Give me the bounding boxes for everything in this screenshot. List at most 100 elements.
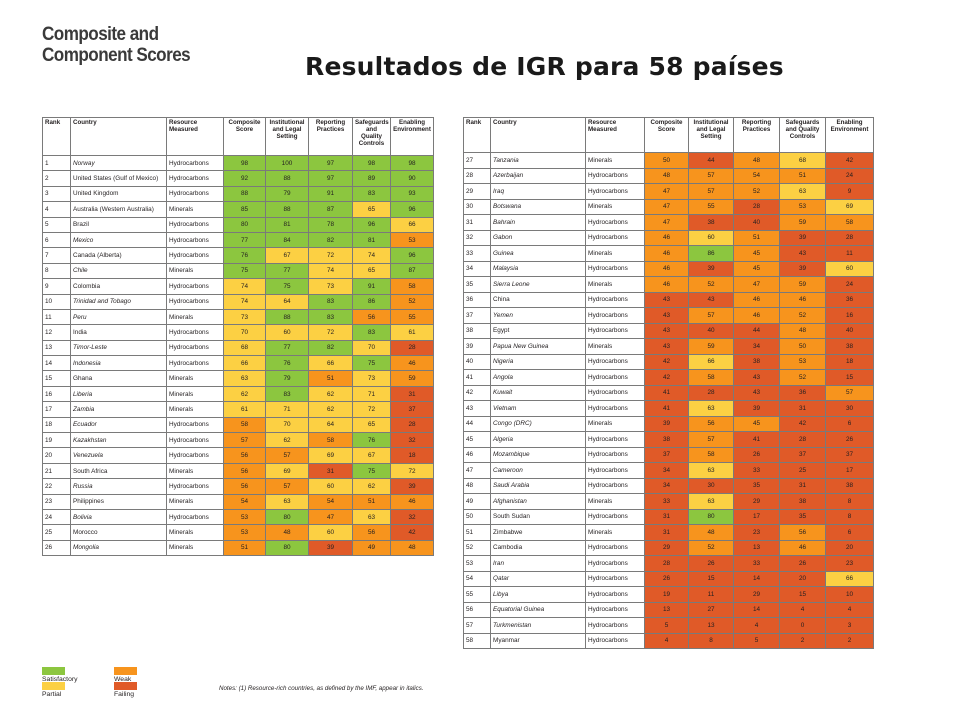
country-cell: Saudi Arabia [490, 477, 586, 494]
composite-score-cell: 5 [644, 617, 689, 634]
safeguards-controls-cell: 2 [779, 632, 826, 649]
table-row: 14 Indonesia Hydrocarbons 66 76 66 75 46 [42, 355, 434, 372]
enabling-environment-cell: 3 [825, 617, 874, 634]
institutional-legal-cell: 86 [688, 245, 734, 262]
table-row: 29 Iraq Hydrocarbons 47 57 52 63 9 [463, 183, 874, 200]
reporting-practices-cell: 47 [308, 508, 353, 526]
country-cell: Myanmar [490, 632, 586, 649]
rank-cell: 28 [463, 167, 491, 184]
country-cell: Iran [490, 555, 586, 572]
reporting-practices-cell: 73 [308, 278, 353, 295]
column-header: Enabling Environment [390, 117, 434, 156]
rank-cell: 32 [463, 229, 491, 246]
safeguards-controls-cell: 35 [779, 508, 826, 525]
legend-swatch-failing [114, 682, 137, 690]
enabling-environment-cell: 30 [825, 400, 874, 417]
table-row: 2 United States (Gulf of Mexico) Hydrocarb… [42, 170, 434, 187]
reporting-practices-cell: 91 [308, 185, 353, 203]
composite-score-cell: 74 [223, 293, 266, 310]
section-header-line-2: Component Scores [42, 45, 191, 66]
safeguards-controls-cell: 98 [352, 154, 391, 172]
composite-score-cell: 70 [223, 324, 266, 341]
reporting-practices-cell: 33 [733, 462, 780, 479]
table-row: 40 Nigeria Hydrocarbons 42 66 38 53 18 [463, 353, 874, 370]
safeguards-controls-cell: 51 [779, 167, 826, 184]
enabling-environment-cell: 57 [825, 384, 874, 401]
reporting-practices-cell: 46 [733, 307, 780, 324]
institutional-legal-cell: 77 [265, 339, 309, 357]
institutional-legal-cell: 63 [265, 493, 309, 510]
safeguards-controls-cell: 89 [352, 170, 391, 187]
resource-cell: Minerals [585, 493, 645, 510]
composite-score-cell: 58 [223, 416, 266, 434]
rank-cell: 20 [42, 447, 71, 464]
table-row: 18 Ecuador Hydrocarbons 58 70 64 65 28 [42, 416, 434, 434]
institutional-legal-cell: 58 [688, 446, 734, 463]
composite-score-cell: 26 [644, 570, 689, 587]
table-header-row: Rank Country Resource Measured Composite… [463, 117, 874, 153]
enabling-environment-cell: 8 [825, 508, 874, 525]
reporting-practices-cell: 87 [308, 201, 353, 218]
table-row: 30 Botswana Minerals 47 55 28 53 69 [463, 198, 874, 215]
reporting-practices-cell: 66 [308, 355, 353, 372]
enabling-environment-cell: 20 [825, 539, 874, 556]
safeguards-controls-cell: 68 [779, 152, 826, 169]
composite-score-cell: 48 [644, 167, 689, 184]
safeguards-controls-cell: 52 [779, 307, 826, 324]
safeguards-controls-cell: 56 [352, 308, 391, 326]
table-row: 24 Bolivia Hydrocarbons 53 80 47 63 32 [42, 508, 434, 526]
composite-score-cell: 56 [223, 447, 266, 464]
institutional-legal-cell: 57 [265, 478, 309, 495]
safeguards-controls-cell: 74 [352, 247, 391, 264]
composite-score-cell: 74 [223, 278, 266, 295]
rank-cell: 30 [463, 198, 491, 215]
table-row: 9 Colombia Hydrocarbons 74 75 73 91 58 [42, 278, 434, 295]
section-header: Composite and Component Scores [42, 24, 242, 66]
country-cell: Azerbaijan [490, 167, 586, 184]
institutional-legal-cell: 66 [688, 353, 734, 370]
resource-cell: Hydrocarbons [166, 508, 224, 526]
safeguards-controls-cell: 4 [779, 601, 826, 618]
resource-cell: Hydrocarbons [585, 353, 645, 370]
resource-cell: Hydrocarbons [585, 322, 645, 339]
rank-cell: 56 [463, 601, 491, 618]
safeguards-controls-cell: 59 [779, 276, 826, 293]
column-header: Country [70, 117, 167, 156]
rank-cell: 7 [42, 247, 71, 264]
composite-score-cell: 31 [644, 508, 689, 525]
country-cell: Botswana [490, 198, 586, 215]
resource-cell: Hydrocarbons [166, 185, 224, 203]
table-row: 20 Venezuela Hydrocarbons 56 57 69 67 18 [42, 447, 434, 464]
reporting-practices-cell: 29 [733, 493, 780, 510]
composite-score-cell: 38 [644, 431, 689, 448]
rank-cell: 36 [463, 291, 491, 308]
enabling-environment-cell: 58 [390, 278, 434, 295]
institutional-legal-cell: 30 [688, 477, 734, 494]
safeguards-controls-cell: 39 [779, 229, 826, 246]
country-cell: Bolivia [70, 508, 167, 526]
enabling-environment-cell: 55 [390, 308, 434, 326]
enabling-environment-cell: 4 [825, 601, 874, 618]
enabling-environment-cell: 46 [390, 355, 434, 372]
safeguards-controls-cell: 43 [779, 245, 826, 262]
country-cell: China [490, 291, 586, 308]
resource-cell: Hydrocarbons [585, 446, 645, 463]
enabling-environment-cell: 26 [825, 431, 874, 448]
reporting-practices-cell: 17 [733, 508, 780, 525]
composite-score-cell: 42 [644, 353, 689, 370]
composite-score-cell: 37 [644, 446, 689, 463]
reporting-practices-cell: 54 [733, 167, 780, 184]
table-header-row: Rank Country Resource Measured Composite… [42, 117, 434, 156]
enabling-environment-cell: 52 [390, 293, 434, 310]
country-cell: Morocco [70, 524, 167, 541]
composite-score-cell: 47 [644, 198, 689, 215]
rank-cell: 47 [463, 462, 491, 479]
composite-score-cell: 80 [223, 216, 266, 233]
composite-score-cell: 29 [644, 539, 689, 556]
country-cell: South Africa [70, 462, 167, 480]
institutional-legal-cell: 60 [688, 229, 734, 246]
enabling-environment-cell: 17 [825, 462, 874, 479]
table-row: 15 Ghana Minerals 63 79 51 73 59 [42, 370, 434, 387]
rank-cell: 38 [463, 322, 491, 339]
enabling-environment-cell: 18 [390, 447, 434, 464]
